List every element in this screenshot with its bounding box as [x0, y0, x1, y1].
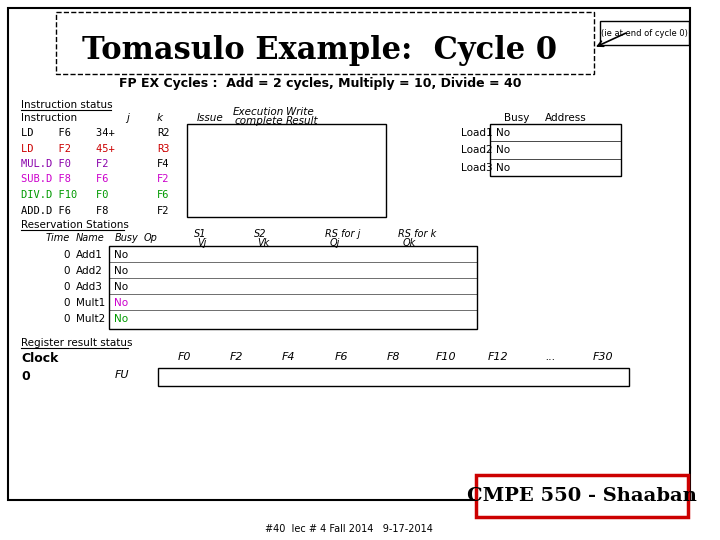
Text: 0: 0: [63, 266, 70, 276]
Text: F2: F2: [157, 206, 170, 215]
Text: S1: S1: [194, 229, 207, 239]
FancyBboxPatch shape: [158, 368, 629, 386]
Text: S2: S2: [254, 229, 266, 239]
Text: 0: 0: [63, 282, 70, 292]
FancyBboxPatch shape: [476, 475, 688, 517]
Text: FP EX Cycles :  Add = 2 cycles, Multiply = 10, Divide = 40: FP EX Cycles : Add = 2 cycles, Multiply …: [119, 77, 521, 90]
Text: Reservation Stations: Reservation Stations: [22, 220, 129, 230]
Text: (ie at end of cycle 0): (ie at end of cycle 0): [601, 29, 688, 37]
Text: FU: FU: [114, 370, 129, 380]
Text: No: No: [496, 128, 510, 138]
Text: SUB.D F8    F6: SUB.D F8 F6: [22, 174, 109, 185]
Text: Result: Result: [286, 116, 319, 126]
Text: F0: F0: [177, 352, 191, 362]
FancyBboxPatch shape: [56, 12, 594, 74]
Text: Busy: Busy: [504, 113, 529, 123]
FancyBboxPatch shape: [490, 124, 621, 176]
Text: DIV.D F10   F0: DIV.D F10 F0: [22, 190, 109, 200]
Text: Op: Op: [143, 233, 158, 243]
Text: F10: F10: [436, 352, 456, 362]
Text: Busy: Busy: [114, 233, 138, 243]
Text: F6: F6: [335, 352, 348, 362]
Text: F4: F4: [157, 159, 170, 169]
Text: Clock: Clock: [22, 352, 59, 365]
Text: R3: R3: [157, 144, 170, 153]
Text: complete: complete: [235, 116, 283, 126]
Text: Instruction status: Instruction status: [22, 100, 113, 110]
Text: 0: 0: [63, 298, 70, 308]
Text: Instruction: Instruction: [22, 113, 78, 123]
Text: RS for j: RS for j: [325, 229, 360, 239]
Text: No: No: [496, 145, 510, 156]
Text: RS for k: RS for k: [397, 229, 436, 239]
Text: ADD.D F6    F8: ADD.D F6 F8: [22, 206, 109, 215]
Text: Mult1: Mult1: [76, 298, 105, 308]
Text: Vk: Vk: [257, 238, 269, 248]
Text: No: No: [114, 250, 129, 260]
FancyBboxPatch shape: [109, 246, 477, 329]
Text: Mult2: Mult2: [76, 314, 105, 324]
Text: k: k: [157, 113, 163, 123]
Text: F2: F2: [157, 174, 170, 185]
Text: 0: 0: [63, 314, 70, 324]
Text: F8: F8: [387, 352, 400, 362]
Text: Load3: Load3: [462, 163, 493, 173]
Text: #40  lec # 4 Fall 2014   9-17-2014: #40 lec # 4 Fall 2014 9-17-2014: [265, 524, 433, 534]
Text: CMPE 550 - Shaaban: CMPE 550 - Shaaban: [467, 487, 697, 505]
Text: F30: F30: [593, 352, 613, 362]
Text: Write: Write: [286, 107, 314, 117]
Text: MUL.D F0    F2: MUL.D F0 F2: [22, 159, 109, 169]
Text: Time: Time: [45, 233, 70, 243]
Text: No: No: [114, 282, 129, 292]
Text: Address: Address: [545, 113, 587, 123]
Text: No: No: [114, 298, 129, 308]
FancyBboxPatch shape: [187, 124, 386, 217]
Text: Qj: Qj: [330, 238, 340, 248]
Text: Add1: Add1: [76, 250, 102, 260]
Text: No: No: [114, 266, 129, 276]
Text: Add3: Add3: [76, 282, 102, 292]
Text: Register result status: Register result status: [22, 338, 132, 348]
Text: LD    F2    45+: LD F2 45+: [22, 144, 115, 153]
Text: Execution: Execution: [233, 107, 284, 117]
Text: Tomasulo Example:  Cycle 0: Tomasulo Example: Cycle 0: [83, 35, 557, 65]
Text: ...: ...: [546, 352, 556, 362]
Text: R2: R2: [157, 128, 170, 138]
Text: No: No: [496, 163, 510, 173]
Text: Issue: Issue: [197, 113, 224, 123]
Text: Load2: Load2: [462, 145, 493, 156]
Text: j: j: [126, 113, 129, 123]
Text: F2: F2: [230, 352, 243, 362]
Text: 0: 0: [63, 250, 70, 260]
Text: Vj: Vj: [197, 238, 206, 248]
Text: 0: 0: [22, 370, 30, 383]
Text: Load1: Load1: [462, 128, 493, 138]
Text: LD    F6    34+: LD F6 34+: [22, 128, 115, 138]
Text: F12: F12: [488, 352, 508, 362]
Text: F4: F4: [282, 352, 296, 362]
Text: Name: Name: [76, 233, 104, 243]
Text: No: No: [114, 314, 129, 324]
Text: Qk: Qk: [402, 238, 415, 248]
Text: Add2: Add2: [76, 266, 102, 276]
Text: F6: F6: [157, 190, 170, 200]
FancyBboxPatch shape: [8, 8, 690, 500]
FancyBboxPatch shape: [600, 21, 689, 45]
